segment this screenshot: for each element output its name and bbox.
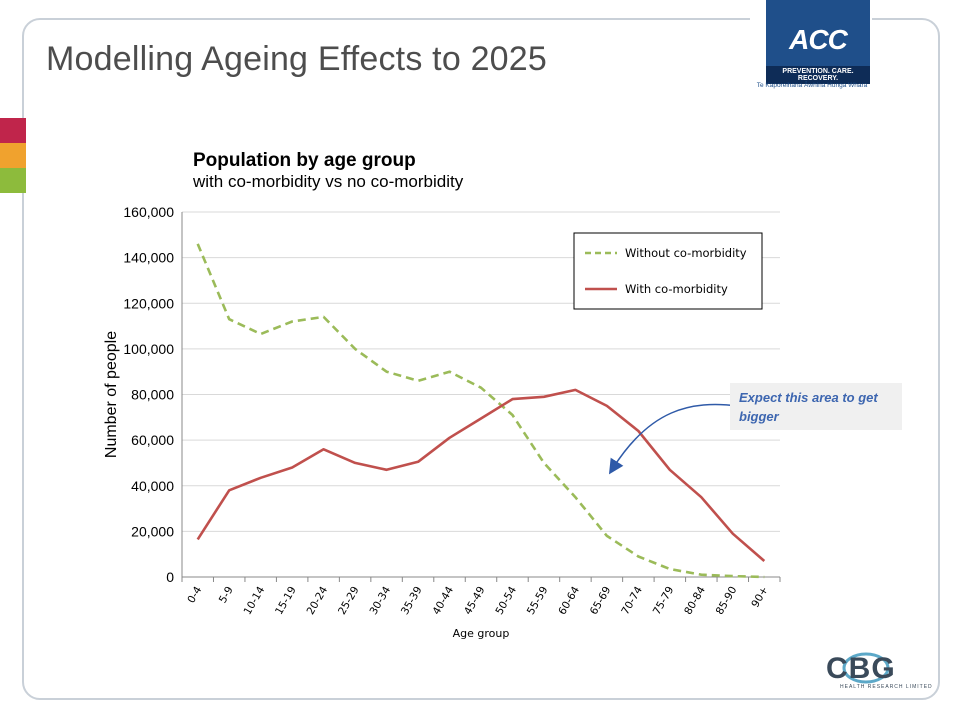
- slide-frame: [22, 18, 940, 700]
- x-tick-label: 35-39: [399, 585, 425, 617]
- legend-box: [573, 232, 763, 310]
- acc-logo-panel: [766, 0, 870, 78]
- x-tick-label: 80-84: [682, 584, 708, 617]
- x-tick-label: 85-90: [714, 585, 740, 617]
- annotation-callout: Expect this area to get bigger: [730, 383, 902, 430]
- x-tick-label: 50-54: [493, 584, 519, 617]
- x-tick-label: 70-74: [619, 584, 645, 617]
- legend-label: With co-morbidity: [625, 282, 728, 296]
- y-tick-label: 0: [166, 569, 174, 585]
- y-tick-label: 120,000: [123, 295, 174, 311]
- color-bar-red: [0, 118, 26, 143]
- y-tick-label: 80,000: [131, 387, 174, 403]
- x-tick-label: 65-69: [588, 585, 614, 617]
- x-tick-label: 60-64: [556, 584, 582, 617]
- x-axis-title: Age group: [453, 627, 510, 640]
- x-tick-label: 90+: [749, 585, 770, 610]
- cbg-logo: CBG: [826, 652, 896, 685]
- y-tick-label: 140,000: [123, 250, 174, 266]
- y-tick-label: 160,000: [123, 204, 174, 220]
- color-bar-orange: [0, 143, 26, 168]
- cbg-logo-swoosh: [842, 652, 890, 684]
- x-tick-label: 10-14: [242, 584, 268, 617]
- x-tick-label: 45-49: [462, 585, 488, 617]
- x-tick-label: 15-19: [273, 585, 299, 617]
- acc-logo-brand: ACC: [789, 24, 848, 55]
- x-tick-label: 30-34: [368, 584, 394, 617]
- y-tick-label: 100,000: [123, 341, 174, 357]
- x-tick-label: 75-79: [651, 585, 677, 617]
- series-line-without: [196, 243, 765, 579]
- chart-subtitle: with co-morbidity vs no co-morbidity: [193, 172, 464, 191]
- x-tick-label: 0-4: [185, 584, 204, 605]
- color-bar-green: [0, 168, 26, 193]
- annotation-arrow: [608, 403, 739, 475]
- x-tick-label: 40-44: [430, 584, 456, 617]
- legend-label: Without co-morbidity: [625, 246, 747, 260]
- x-tick-label: 20-24: [305, 584, 331, 617]
- x-tick-label: 5-9: [217, 585, 236, 606]
- series-line-with: [196, 388, 766, 562]
- x-tick-label: 55-59: [525, 585, 551, 617]
- y-axis-title: Number of people: [103, 331, 120, 458]
- y-tick-label: 60,000: [131, 432, 174, 448]
- decorative-color-bars: [0, 118, 26, 194]
- x-tick-label: 25-29: [336, 585, 362, 617]
- cbg-logo-subtitle: HEALTH RESEARCH LIMITED: [840, 684, 933, 690]
- acc-logo-subtitle: Te Kaporeihana Āwhina Hunga Whara: [756, 82, 868, 89]
- y-tick-label: 20,000: [131, 523, 174, 539]
- slide-title: Modelling Ageing Effects to 2025: [46, 40, 548, 78]
- chart-title: Population by age group: [193, 150, 416, 171]
- acc-logo-tagline: PREVENTION. CARE. RECOVERY.: [766, 66, 870, 84]
- y-tick-label: 40,000: [131, 478, 174, 494]
